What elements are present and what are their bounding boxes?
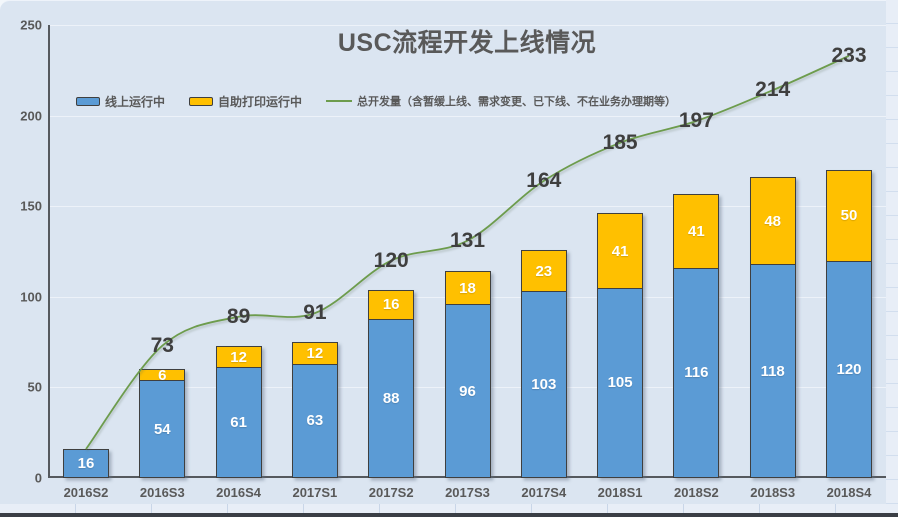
bar-segment-online: 63: [291, 363, 338, 478]
bar-segment-online: 61: [215, 367, 262, 478]
gridline: [48, 115, 886, 117]
legend-item-label: 线上运行中: [105, 94, 166, 109]
bar-value-label: 23: [535, 262, 553, 280]
bar-stack: 48 118: [749, 177, 796, 478]
bar-segment-selfprint: 12: [291, 342, 338, 364]
y-axis-tick-label: 250: [20, 17, 42, 33]
x-axis-label: 2018S2: [673, 485, 719, 500]
line-value-label: 89: [226, 304, 251, 328]
bar-value-label: 63: [306, 412, 324, 430]
x-axis-label: 2016S3: [139, 485, 185, 500]
spreadsheet-right-strip: [886, 0, 898, 513]
bar-value-label: 88: [382, 389, 400, 407]
spreadsheet-bottom-row: [0, 504, 898, 513]
legend-item-label: 总开发量（含暂缓上线、需求变更、已下线、不在业务办理期等）: [357, 96, 677, 108]
legend-item-3: 总开发量（含暂缓上线、需求变更、已下线、不在业务办理期等）: [326, 93, 676, 109]
y-axis-line: [48, 25, 50, 478]
x-axis-label: 2017S3: [445, 485, 490, 500]
bar-value-label: 96: [459, 382, 476, 400]
y-axis-tick-label: 200: [20, 108, 42, 124]
line-value-label: 185: [602, 130, 638, 154]
bar-stack: 16 88: [368, 289, 415, 478]
y-axis-tick-label: 150: [20, 198, 42, 214]
x-axis-label: 2018S1: [597, 485, 643, 500]
bar-segment-online: 103: [520, 291, 567, 478]
bar-stack: 41 116: [673, 193, 720, 478]
line-swatch-icon: [326, 100, 353, 102]
line-value-label: 197: [678, 109, 714, 133]
line-value-label: 91: [303, 301, 327, 325]
line-value-label: 233: [831, 43, 867, 67]
bar-value-label: 41: [611, 242, 629, 260]
bar-segment-selfprint: 12: [215, 345, 262, 368]
legend: 线上运行中 自助打印运行中 总开发量（含暂缓上线、需求变更、已下线、不在业务办理期等…: [76, 92, 676, 110]
bar-stack: 6 54: [139, 368, 186, 478]
bar-value-label: 12: [306, 344, 324, 362]
x-axis-label: 2018S4: [826, 485, 872, 500]
bar-stack: 41 105: [597, 213, 644, 478]
bar-segment-selfprint: 23: [520, 249, 567, 292]
bar-segment-selfprint: 50: [826, 169, 872, 261]
bar-segment-online: 96: [444, 304, 491, 478]
bar-segment-online: 116: [673, 267, 720, 478]
bar-stack: 16: [63, 449, 109, 478]
bar-segment-online: 118: [749, 264, 796, 478]
chart-title: USC流程开发上线情况: [337, 29, 597, 57]
bar-value-label: 50: [840, 207, 858, 225]
bar-value-label: 118: [760, 362, 785, 380]
x-axis-label: 2016S4: [216, 485, 261, 500]
line-value-label: 214: [755, 78, 791, 102]
box-swatch-icon: [76, 96, 100, 106]
legend-item-2: 自助打印运行中: [189, 93, 302, 110]
x-axis-label: 2017S2: [368, 485, 414, 500]
y-axis-tick-label: 100: [20, 289, 42, 305]
bar-value-label: 12: [230, 348, 247, 366]
bar-value-label: 16: [77, 454, 95, 472]
bar-value-label: 18: [459, 279, 476, 297]
line-value-label: 164: [526, 168, 562, 192]
chart-area: USC流程开发上线情况 线上运行中 自助打印运行中 总开发量（含暂缓上线、需求变更、…: [0, 0, 886, 504]
bar-stack: 23 103: [520, 249, 567, 478]
bar-segment-selfprint: 18: [444, 271, 491, 305]
bar-value-label: 103: [531, 376, 557, 394]
y-axis-tick-label: 0: [34, 470, 42, 486]
bar-segment-selfprint: 41: [673, 193, 720, 268]
x-axis-label: 2017S4: [521, 485, 567, 500]
bar-stack: 18 96: [444, 271, 491, 478]
bar-value-label: 105: [607, 374, 633, 392]
x-axis-label: 2018S3: [750, 485, 796, 500]
bar-segment-online: 105: [597, 287, 644, 478]
bar-segment-online: 54: [139, 380, 186, 478]
legend-item-1: 线上运行中: [76, 93, 165, 110]
line-value-label: 120: [373, 248, 409, 272]
bar-stack: 12 61: [215, 345, 262, 478]
bar-segment-selfprint: 48: [749, 177, 796, 265]
bar-value-label: 61: [230, 414, 247, 432]
bar-value-label: 16: [382, 296, 400, 314]
bar-segment-online: 120: [826, 260, 872, 478]
bar-segment-online: 88: [368, 318, 415, 478]
window-bottom-bar: [0, 513, 898, 517]
bar-value-label: 54: [153, 420, 171, 438]
bar-stack: 50 120: [826, 169, 872, 478]
bar-segment-online: 16: [63, 449, 109, 478]
x-axis-label: 2017S1: [292, 485, 338, 500]
bar-segment-selfprint: 6: [139, 368, 186, 383]
gridline: [48, 25, 886, 26]
bar-value-label: 120: [836, 360, 862, 378]
bar-value-label: 48: [764, 212, 782, 230]
bar-segment-selfprint: 16: [368, 289, 415, 319]
bar-value-label: 116: [684, 364, 709, 382]
legend-item-label: 自助打印运行中: [218, 94, 303, 109]
bar-stack: 12 63: [291, 342, 338, 478]
line-value-label: 131: [449, 228, 486, 252]
x-axis-label: 2016S2: [63, 485, 109, 500]
bar-value-label: 41: [688, 222, 705, 240]
bar-segment-selfprint: 41: [597, 213, 644, 288]
box-swatch-icon: [189, 96, 214, 106]
y-axis-tick-label: 50: [27, 379, 42, 395]
line-value-label: 73: [150, 333, 174, 357]
